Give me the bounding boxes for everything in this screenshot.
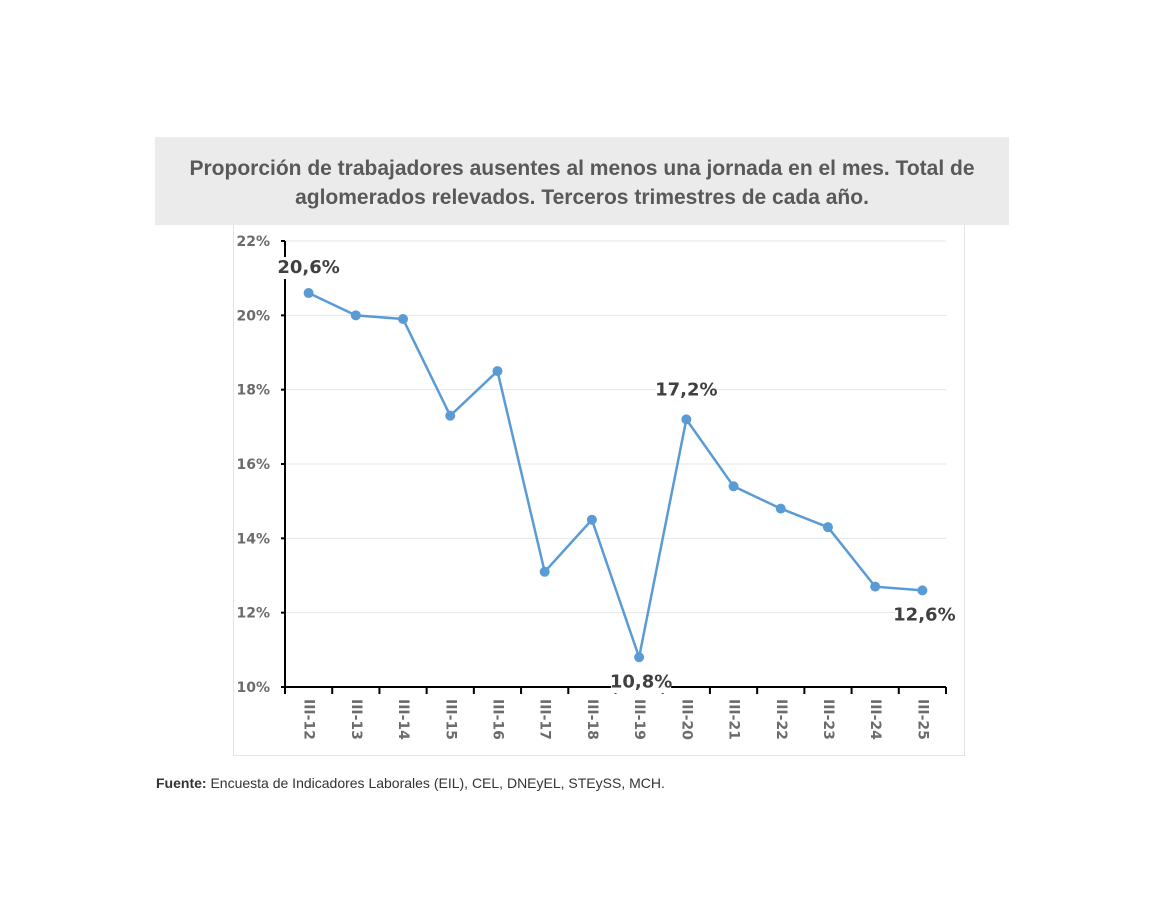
source-label: Fuente: [156,775,207,791]
y-tick-label: 10% [236,680,270,696]
data-label: 12,6% [893,604,955,625]
data-point [492,366,503,377]
x-tick-label: III-15 [442,699,458,740]
y-tick-label: 20% [236,308,270,324]
data-point [350,310,361,321]
data-point [728,481,739,492]
chart-title: Proporción de trabajadores ausentes al m… [189,157,975,209]
y-tick-label: 18% [236,383,270,399]
data-point [822,522,833,533]
data-point [775,503,786,514]
data-point [398,314,409,325]
y-tick-label: 16% [236,457,270,473]
data-label: 10,8% [610,671,672,692]
y-tick-label: 14% [236,531,270,547]
series-line [308,291,923,659]
data-label-background [894,604,955,627]
x-tick-label: III-24 [867,699,883,740]
x-tick-label: III-21 [726,699,742,740]
data-point [539,566,550,577]
y-tick-label: 12% [236,606,270,622]
y-tick-label: 22% [236,234,270,250]
x-tick-label: III-16 [489,699,505,740]
data-point [917,585,928,596]
data-point [445,410,456,421]
x-tick-label: III-12 [301,699,317,740]
x-tick-label: III-18 [584,699,600,740]
x-tick-label: III-20 [678,699,694,740]
x-tick-label: III-17 [537,699,553,740]
data-point [870,581,881,592]
source-text: Encuesta de Indicadores Laborales (EIL),… [206,775,665,791]
x-tick-label: III-14 [395,699,411,740]
data-label-background [278,257,339,280]
data-label-background [656,379,717,402]
source-note: Fuente: Encuesta de Indicadores Laborale… [156,775,665,791]
data-point [634,652,645,663]
data-label: 17,2% [655,379,717,400]
x-tick-label: III-25 [914,699,930,740]
x-tick-label: III-23 [820,699,836,740]
data-point [681,414,692,425]
title-banner: Proporción de trabajadores ausentes al m… [155,137,1009,225]
data-label: 20,6% [277,257,339,278]
data-point [586,514,597,525]
x-tick-label: III-19 [631,699,647,740]
data-label-background [611,671,672,694]
data-point [303,288,314,299]
x-tick-label: III-22 [773,699,789,740]
x-tick-label: III-13 [348,699,364,740]
